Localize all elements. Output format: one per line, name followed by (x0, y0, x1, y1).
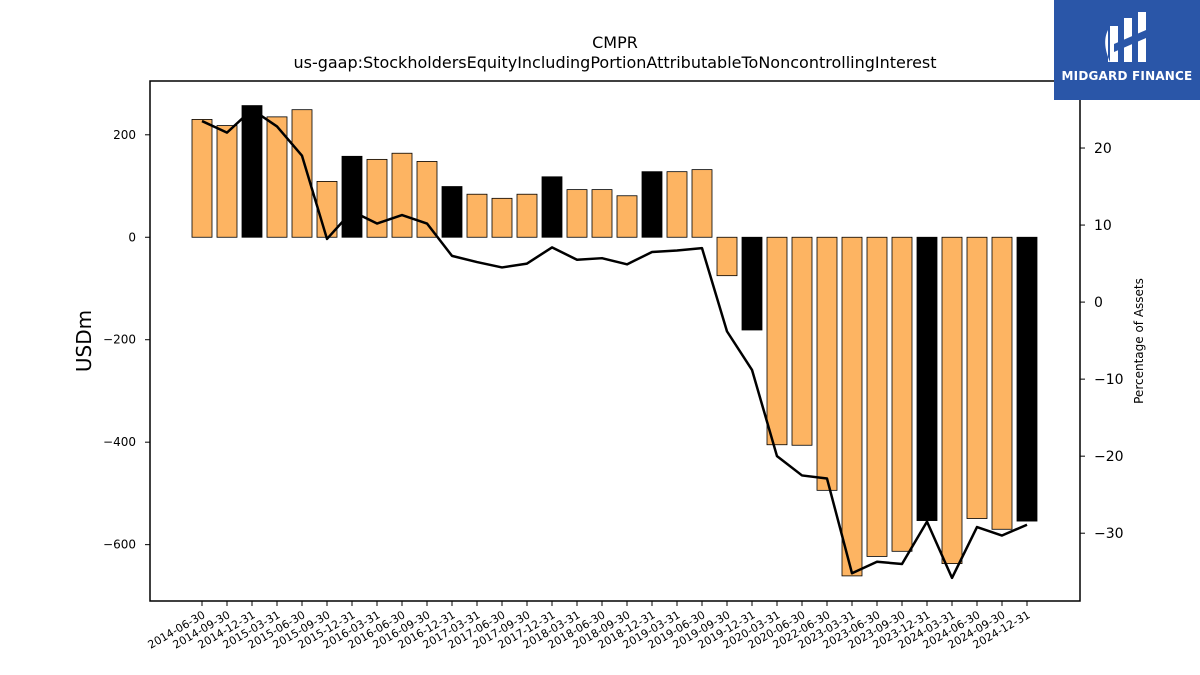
y2-tick-label: −10 (1094, 372, 1124, 388)
bar-2016-12-31 (441, 186, 463, 238)
bar-2023-03-31 (841, 236, 863, 577)
bar-2016-06-30 (391, 152, 413, 238)
x-axis: 2014-06-302014-09-302014-12-312015-03-31… (146, 601, 1033, 652)
y-tick-label: −600 (103, 538, 136, 552)
y2-tick-label: 0 (1094, 295, 1103, 311)
chart-title: CMPR (592, 33, 638, 52)
bar-2022-06-30 (816, 236, 838, 491)
bar-2024-06-30 (966, 236, 988, 519)
y-tick-label: 0 (128, 230, 136, 244)
logo-mark-icon (1105, 12, 1146, 62)
bar-2018-06-30 (591, 189, 613, 238)
logo: MIDGARD FINANCE (1054, 0, 1200, 100)
bar-2024-12-31 (1016, 236, 1038, 522)
bar-2018-09-30 (616, 195, 638, 238)
y2-tick-label: 20 (1094, 141, 1112, 157)
bar-2015-12-31 (341, 155, 363, 238)
bar-2015-03-31 (266, 116, 288, 238)
bar-2017-09-30 (516, 193, 538, 238)
bar-2017-12-31 (541, 176, 563, 238)
bar-2019-09-30 (716, 236, 738, 277)
bar-2019-06-30 (691, 169, 713, 238)
y-tick-label: −400 (103, 435, 136, 449)
bar-2024-03-31 (941, 236, 963, 565)
chart-subtitle: us-gaap:StockholdersEquityIncludingPorti… (293, 53, 936, 72)
bar-2024-09-30 (991, 236, 1013, 530)
logo-text: MIDGARD FINANCE (1061, 69, 1193, 83)
bar-2014-06-30 (191, 119, 213, 238)
bar-2014-09-30 (216, 125, 238, 238)
bar-2016-09-30 (416, 161, 438, 238)
y2-axis-label: Percentage of Assets (1132, 278, 1146, 404)
y-axis-right: −30 −20 −10 0 10 20 (1080, 141, 1124, 542)
y2-tick-label: 10 (1094, 218, 1112, 234)
plot-frame (149, 80, 1081, 602)
bar-2015-09-30 (316, 181, 338, 238)
bar-2023-06-30 (866, 236, 888, 557)
bar-2018-12-31 (641, 171, 663, 238)
y-tick-label: −200 (103, 333, 136, 347)
bar-2019-03-31 (666, 171, 688, 238)
bar-2020-06-30 (791, 236, 813, 446)
bar-2019-12-31 (741, 236, 763, 331)
bar-2023-12-31 (916, 236, 938, 521)
y2-tick-label: −30 (1094, 526, 1124, 542)
bar-2017-03-31 (466, 193, 488, 238)
y-tick-label: 200 (113, 128, 136, 142)
bar-2017-06-30 (491, 197, 513, 238)
bar-2016-03-31 (366, 158, 388, 238)
bar-2023-09-30 (891, 236, 913, 552)
bar-2020-03-31 (766, 236, 788, 446)
bar-2014-12-31 (241, 105, 263, 238)
bar-2015-06-30 (291, 109, 313, 238)
y-axis-left: −600 −400 −200 0 200 (103, 128, 150, 552)
bar-series (191, 105, 1038, 577)
line-series (201, 108, 1028, 580)
y-axis-label: USDm (72, 310, 96, 372)
bar-2018-03-31 (566, 189, 588, 238)
line-percentage-of-assets (201, 108, 1028, 580)
y2-tick-label: −20 (1094, 449, 1124, 465)
